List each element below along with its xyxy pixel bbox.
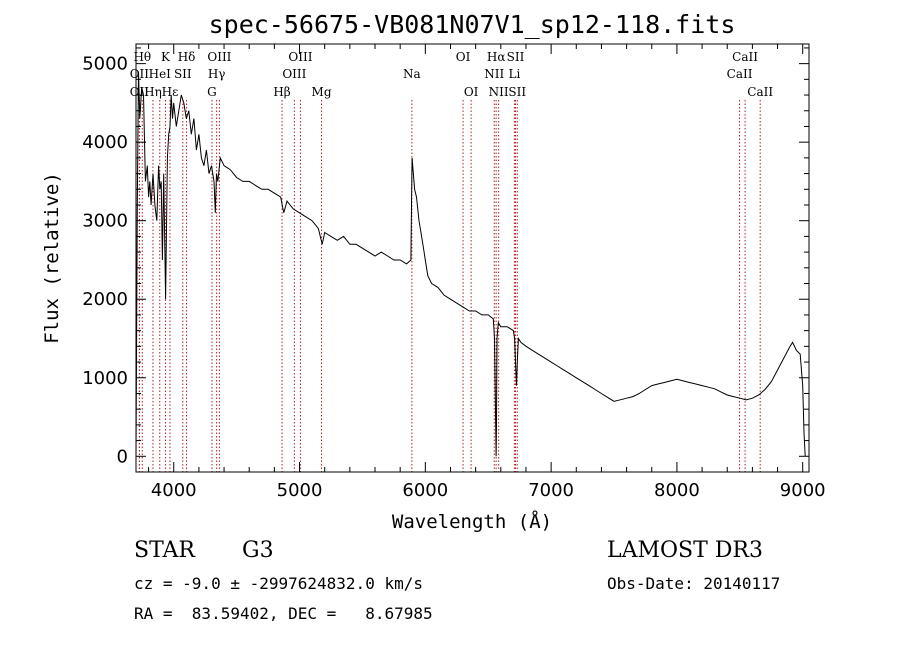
chart-title: spec-56675-VB081N07V1_sp12-118.fits (209, 10, 736, 39)
spectrum-series-line (135, 71, 806, 457)
spectral-line-label: CaII (727, 67, 753, 81)
spectral-line-label: Hγ (208, 67, 226, 81)
spectral-line-label: HeI (149, 67, 172, 81)
spectral-line-label: OI (456, 50, 471, 64)
spectral-line-label: Hα (487, 50, 506, 64)
spectral-line-label: Hβ (273, 85, 290, 99)
y-tick-label: 2000 (82, 289, 128, 310)
spectral-line-label: Hθ (133, 50, 151, 64)
spectral-line-label: Mg (312, 85, 332, 99)
spectral-line-label: Li (508, 67, 520, 81)
object-subclass: G3 (242, 538, 274, 563)
spectral-line-label: Hδ (178, 50, 196, 64)
spectral-line-label: CaII (747, 85, 773, 99)
x-tick-label: 7000 (528, 480, 574, 501)
x-tick-label: 8000 (654, 480, 700, 501)
spectral-line-label: Na (403, 67, 421, 81)
obs-date: Obs-Date: 20140117 (607, 574, 781, 593)
spectral-line-label: NII (489, 85, 509, 99)
coordinates-readout: RA = 83.59402, DEC = 8.67985 (134, 604, 433, 623)
y-tick-label: 5000 (82, 54, 128, 75)
y-axis-label: Flux (relative) (41, 172, 63, 344)
spectral-line-label: OIII (282, 67, 306, 81)
y-tick-label: 0 (117, 446, 128, 467)
spectral-line-label: OIII (288, 50, 312, 64)
spectral-line-label: SII (508, 85, 526, 99)
spectral-line-label: CaII (732, 50, 758, 64)
y-tick-label: 4000 (82, 132, 128, 153)
x-tick-label: 9000 (780, 480, 826, 501)
spectral-line-label: G (207, 85, 217, 99)
spectral-line-label: NII (484, 67, 504, 81)
spectral-line-label: Hη (144, 85, 162, 99)
x-tick-label: 5000 (277, 480, 323, 501)
spectral-line-label: K (161, 50, 171, 64)
axis-ticks: 4000 5000 6000 7000 8000 9000 0 1000 2000 3000 400… (82, 44, 826, 501)
plot-frame (135, 43, 810, 473)
x-axis-label: Wavelength (Å) (392, 510, 552, 533)
spectral-line-label: OI (464, 85, 479, 99)
y-tick-label: 1000 (82, 368, 128, 389)
redshift-readout: cz = -9.0 ± -2997624832.0 km/s (134, 574, 423, 593)
spectral-line-label: Hε (162, 85, 179, 99)
x-tick-label: 4000 (151, 480, 197, 501)
spectral-line-label: SII (507, 50, 525, 64)
spectral-line-markers (138, 100, 761, 472)
object-class: STAR (134, 538, 195, 563)
survey-name: LAMOST DR3 (607, 538, 763, 563)
spectral-line-label: OIII (207, 50, 231, 64)
x-tick-label: 6000 (402, 480, 448, 501)
spectral-line-label: OII (130, 67, 150, 81)
y-tick-label: 3000 (82, 211, 128, 232)
spectral-line-label: SII (174, 67, 192, 81)
